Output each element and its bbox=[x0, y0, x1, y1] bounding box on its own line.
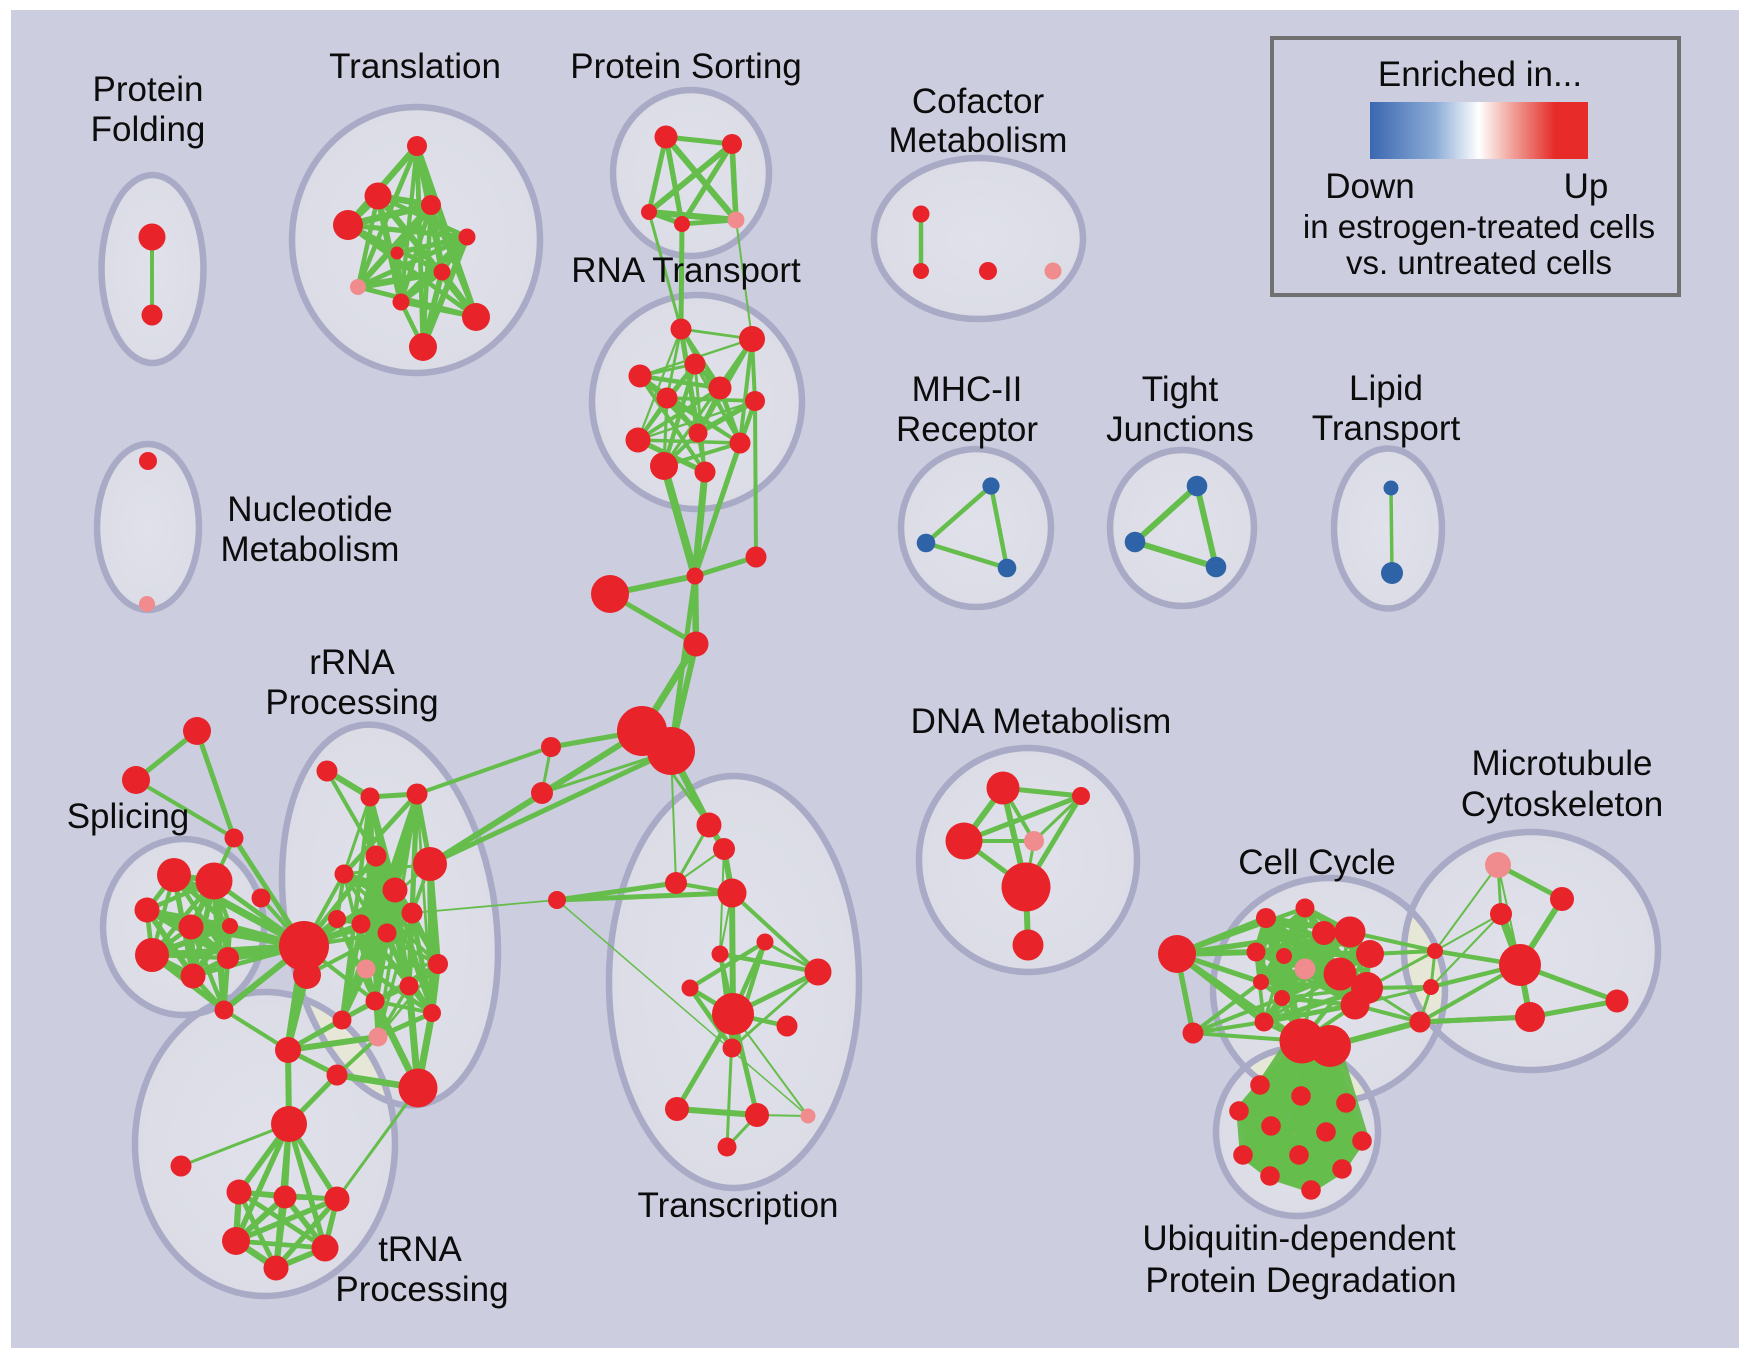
svg-text:rRNA: rRNA bbox=[309, 643, 395, 682]
svg-text:Processing: Processing bbox=[265, 683, 438, 722]
svg-text:vs. untreated cells: vs. untreated cells bbox=[1346, 244, 1612, 281]
svg-text:Protein: Protein bbox=[93, 70, 204, 109]
svg-text:Metabolism: Metabolism bbox=[221, 530, 400, 569]
svg-text:Down: Down bbox=[1325, 167, 1414, 206]
svg-text:Up: Up bbox=[1564, 167, 1609, 206]
svg-text:Microtubule: Microtubule bbox=[1472, 744, 1653, 783]
svg-text:Enriched in...: Enriched in... bbox=[1378, 55, 1582, 94]
svg-text:Cell Cycle: Cell Cycle bbox=[1238, 843, 1396, 882]
svg-text:Receptor: Receptor bbox=[896, 410, 1038, 449]
svg-text:Lipid: Lipid bbox=[1349, 369, 1423, 408]
svg-text:Splicing: Splicing bbox=[67, 797, 190, 836]
svg-text:Metabolism: Metabolism bbox=[889, 121, 1068, 160]
svg-text:Transcription: Transcription bbox=[638, 1186, 839, 1225]
svg-text:Nucleotide: Nucleotide bbox=[227, 490, 392, 529]
svg-text:RNA Transport: RNA Transport bbox=[571, 251, 801, 290]
svg-text:Protein Sorting: Protein Sorting bbox=[570, 47, 802, 86]
svg-text:Cytoskeleton: Cytoskeleton bbox=[1461, 785, 1663, 824]
svg-text:Cofactor: Cofactor bbox=[912, 82, 1045, 121]
svg-text:Tight: Tight bbox=[1142, 370, 1219, 409]
svg-text:Protein Degradation: Protein Degradation bbox=[1145, 1261, 1456, 1300]
svg-text:Ubiquitin-dependent: Ubiquitin-dependent bbox=[1142, 1219, 1456, 1258]
svg-text:Translation: Translation bbox=[329, 47, 501, 86]
svg-text:MHC-II: MHC-II bbox=[912, 370, 1023, 409]
svg-text:in estrogen-treated cells: in estrogen-treated cells bbox=[1303, 208, 1655, 245]
svg-text:Folding: Folding bbox=[91, 110, 206, 149]
svg-text:Junctions: Junctions bbox=[1106, 410, 1254, 449]
svg-text:Transport: Transport bbox=[1312, 409, 1461, 448]
svg-text:tRNA: tRNA bbox=[378, 1230, 462, 1269]
svg-text:Processing: Processing bbox=[335, 1270, 508, 1309]
svg-text:DNA Metabolism: DNA Metabolism bbox=[911, 702, 1172, 741]
